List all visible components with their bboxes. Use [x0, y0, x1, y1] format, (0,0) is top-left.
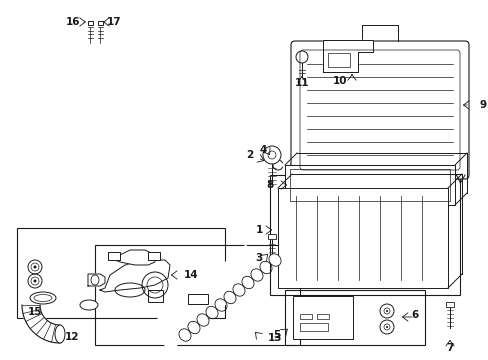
Circle shape: [379, 304, 393, 318]
Bar: [148, 252, 160, 260]
Ellipse shape: [80, 300, 98, 310]
Circle shape: [34, 265, 37, 269]
Text: 9: 9: [478, 100, 486, 110]
Ellipse shape: [268, 254, 281, 266]
Circle shape: [263, 146, 281, 164]
Text: 7: 7: [446, 343, 453, 353]
Text: 16: 16: [65, 17, 80, 27]
Text: 6: 6: [410, 310, 417, 320]
Bar: [267, 234, 275, 239]
Text: 1: 1: [255, 225, 263, 235]
Text: 17: 17: [106, 17, 121, 27]
Ellipse shape: [179, 329, 191, 341]
Bar: [87, 21, 92, 25]
Polygon shape: [100, 260, 170, 292]
Polygon shape: [115, 250, 155, 265]
Text: 2: 2: [245, 150, 252, 160]
Polygon shape: [149, 246, 266, 351]
Bar: [292, 296, 352, 339]
Bar: [285, 165, 454, 205]
Circle shape: [383, 308, 389, 314]
Text: 11: 11: [294, 78, 308, 88]
Polygon shape: [88, 274, 105, 286]
Bar: [445, 302, 453, 307]
Bar: [289, 169, 449, 201]
Text: 8: 8: [266, 180, 273, 190]
Polygon shape: [22, 305, 60, 343]
Bar: [316, 314, 328, 319]
FancyBboxPatch shape: [290, 41, 468, 179]
Circle shape: [34, 279, 37, 283]
Text: 5: 5: [272, 330, 280, 340]
Bar: [278, 188, 447, 288]
Text: 12: 12: [64, 332, 79, 342]
Ellipse shape: [55, 325, 65, 343]
Bar: [148, 290, 163, 302]
Text: 10: 10: [332, 76, 346, 86]
Circle shape: [379, 320, 393, 334]
Text: 14: 14: [183, 270, 198, 280]
Circle shape: [383, 324, 389, 330]
Text: 13: 13: [267, 333, 282, 343]
Bar: [269, 175, 459, 295]
Bar: [187, 294, 207, 304]
Bar: [97, 21, 102, 25]
Bar: [17, 228, 224, 318]
Bar: [299, 314, 311, 319]
Text: 3: 3: [255, 253, 263, 263]
Bar: [108, 252, 120, 260]
Text: 4: 4: [259, 145, 266, 155]
Polygon shape: [323, 40, 372, 72]
Bar: [327, 53, 349, 67]
Bar: [285, 290, 424, 345]
Circle shape: [385, 326, 387, 328]
Bar: [95, 245, 299, 345]
Circle shape: [385, 310, 387, 312]
Text: 15: 15: [28, 307, 42, 317]
Bar: [299, 323, 327, 331]
